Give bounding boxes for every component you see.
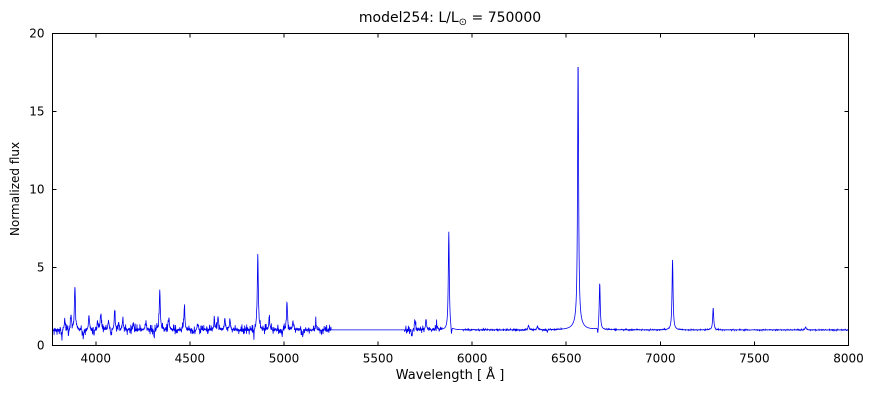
x-tick-label: 5000 <box>269 352 300 366</box>
axes-frame <box>52 33 849 346</box>
chart-title: model254: L/L⊙ = 750000 <box>52 10 848 28</box>
y-tick-label: 10 <box>29 183 44 197</box>
axes-area: 4000 4500 5000 5500 6000 6500 7000 7500 8000 0 5 10… <box>29 27 864 366</box>
x-tick-label: 4000 <box>81 352 112 366</box>
y-axis-label: Normalized flux <box>8 141 22 236</box>
chart-title-suffix: = 750000 <box>467 10 542 26</box>
y-tick-label: 5 <box>37 261 45 275</box>
y-tick-label: 0 <box>37 339 45 353</box>
x-tick-label: 5500 <box>363 352 394 366</box>
x-tick-label: 6000 <box>457 352 488 366</box>
tick-marks <box>52 33 849 346</box>
spectrum-line <box>52 66 849 341</box>
y-tick-label: 20 <box>29 27 44 41</box>
x-tick-label: 7000 <box>645 352 676 366</box>
x-tick-label: 4500 <box>175 352 206 366</box>
chart-title-prefix: model254: L/L <box>358 10 459 26</box>
sun-symbol-subscript: ⊙ <box>458 17 468 28</box>
y-tick-label: 15 <box>29 105 44 119</box>
x-tick-label: 8000 <box>833 352 864 366</box>
x-axis-label: Wavelength [ Å ] <box>395 368 505 383</box>
x-tick-label: 6500 <box>551 352 582 366</box>
x-tick-label: 7500 <box>739 352 770 366</box>
